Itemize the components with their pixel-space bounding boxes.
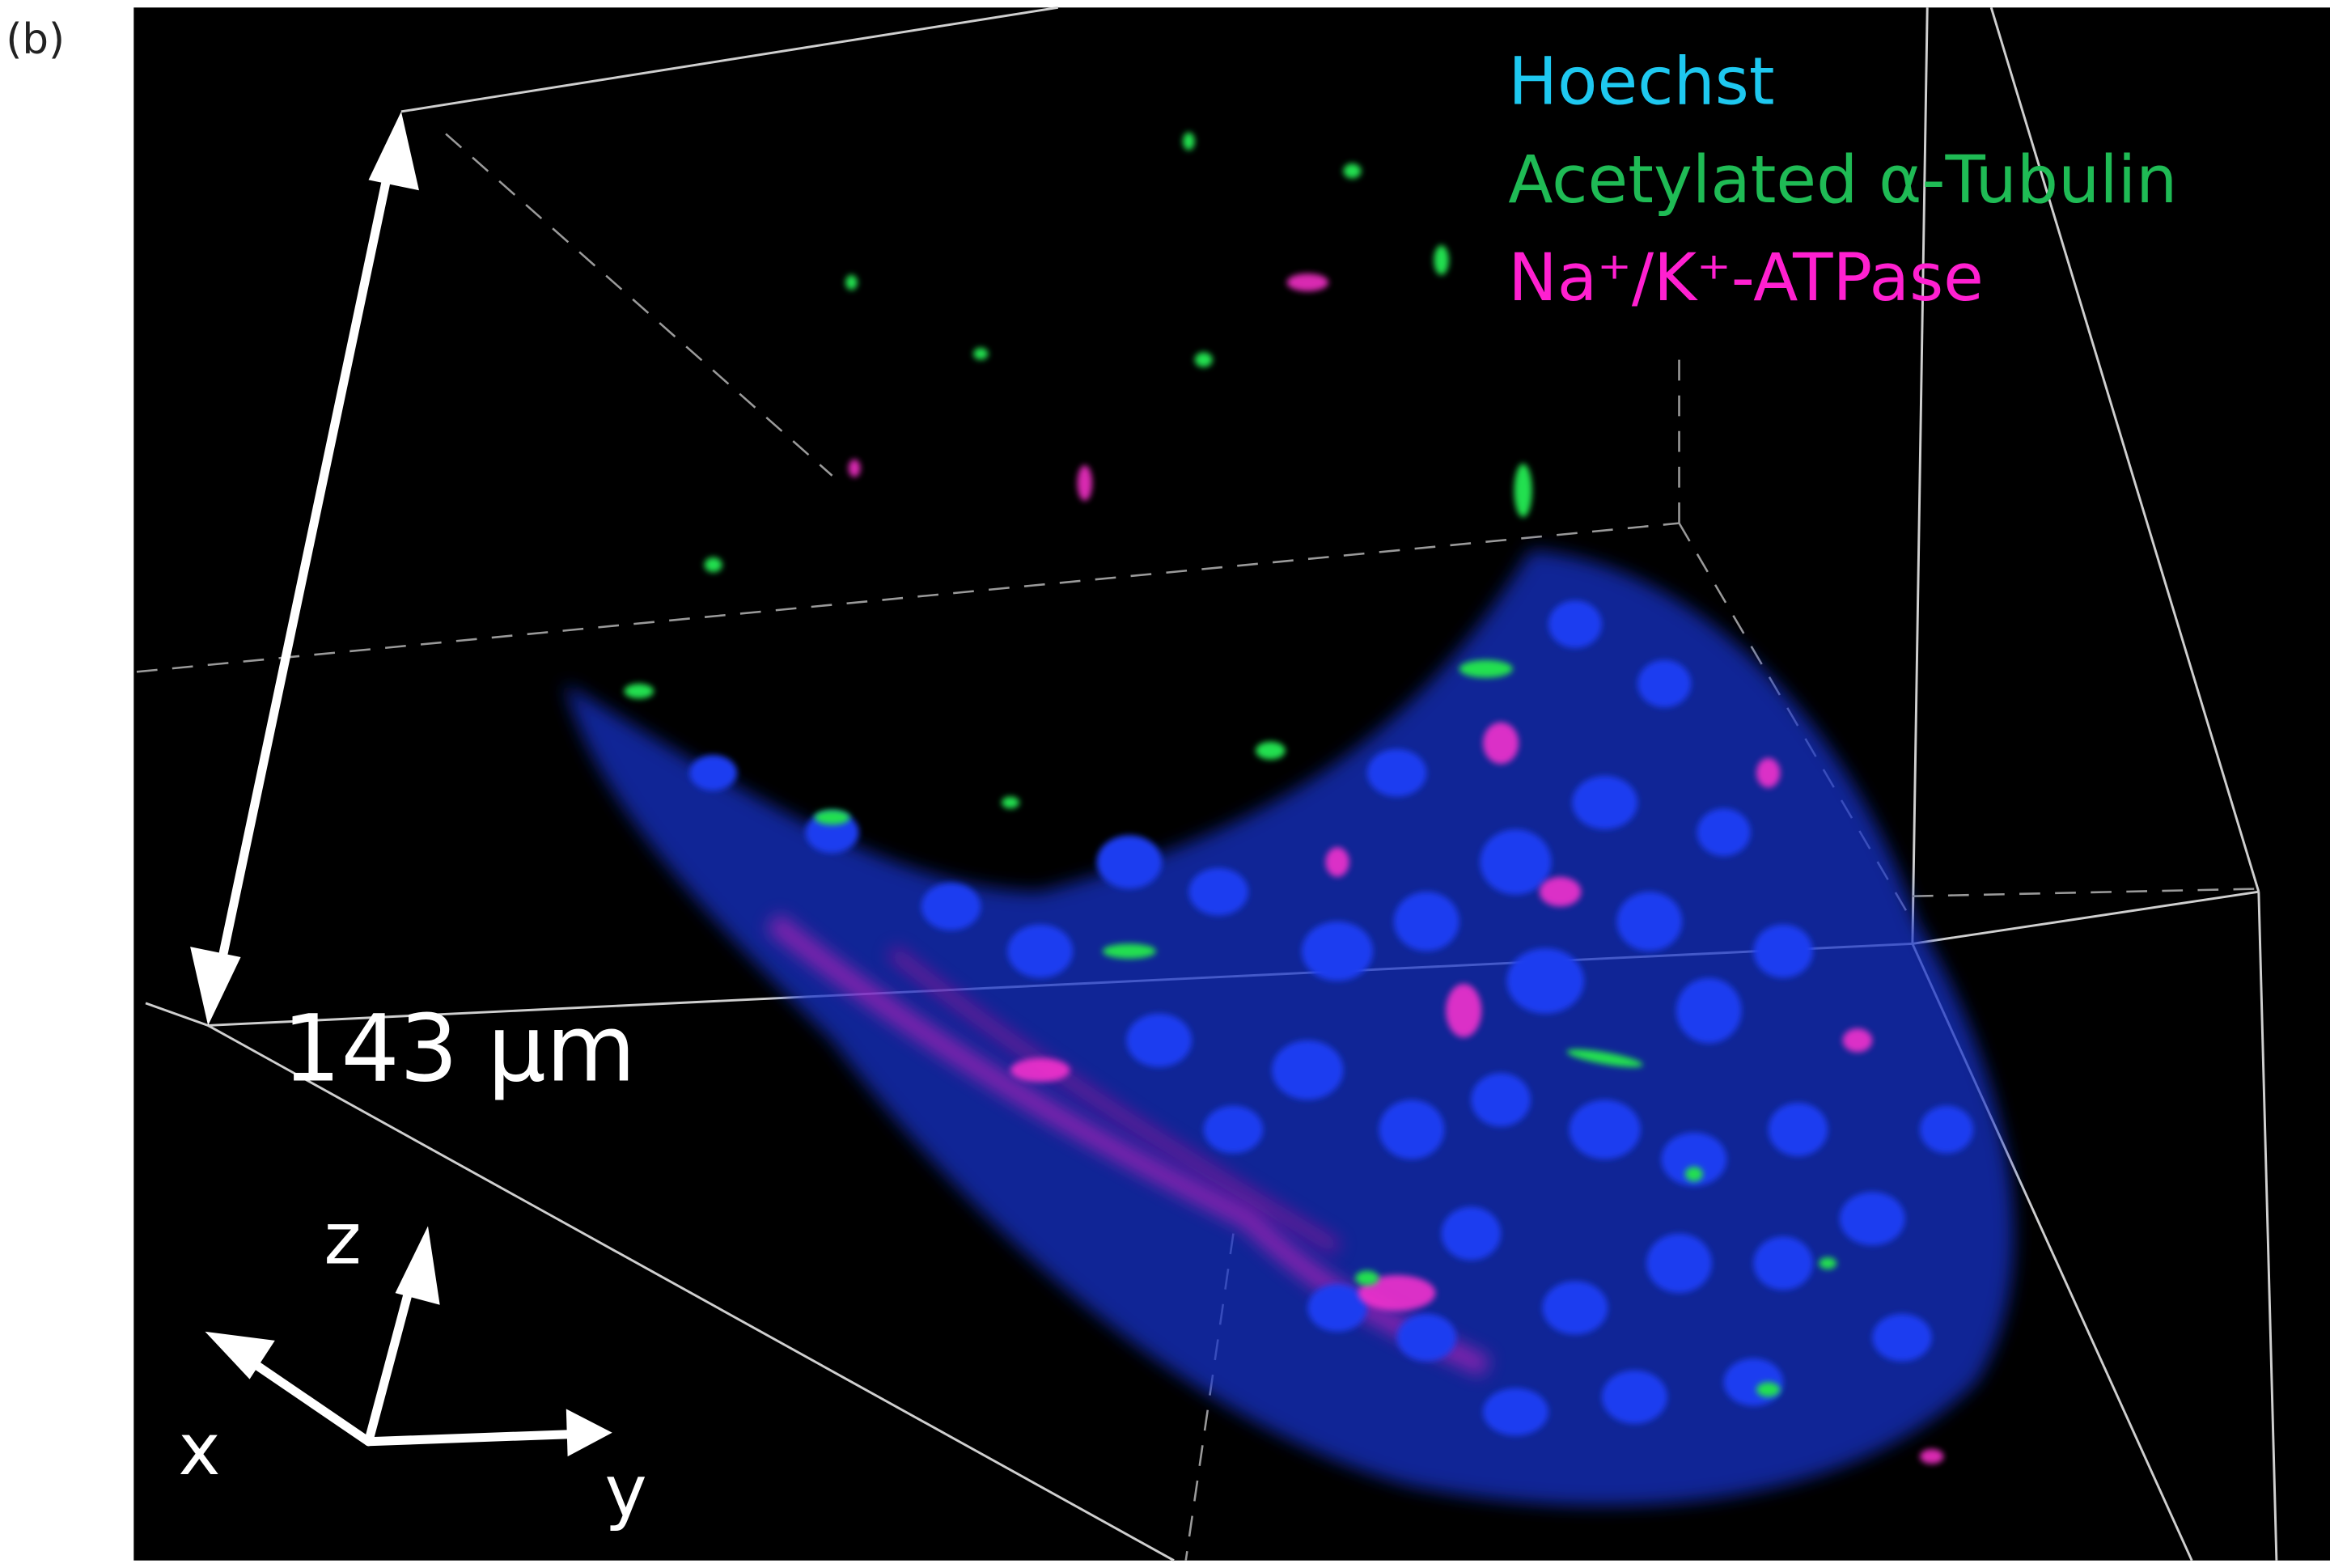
legend-item: Acetylated α-Tubulin xyxy=(1508,142,2177,218)
scale-label: 143 μm xyxy=(282,994,636,1102)
scale-arrow xyxy=(190,111,419,1026)
legend: Hoechst Acetylated α-Tubulin Na⁺/K⁺-ATPa… xyxy=(1508,44,2177,316)
panel-label: (b) xyxy=(6,15,65,64)
axis-x-label: x xyxy=(178,1408,220,1491)
axis-triad xyxy=(205,1226,612,1457)
legend-item: Na⁺/K⁺-ATPase xyxy=(1508,240,1984,316)
tissue xyxy=(564,132,2014,1507)
axis-y-label: y xyxy=(605,1450,647,1533)
axis-z-label: z xyxy=(324,1197,361,1280)
legend-item: Hoechst xyxy=(1508,44,1774,121)
